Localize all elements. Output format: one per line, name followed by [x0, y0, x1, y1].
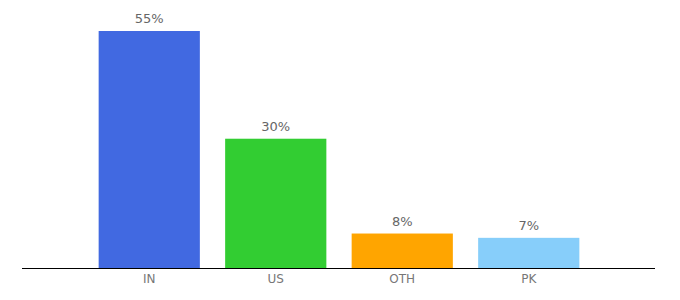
category-label: US [268, 272, 284, 286]
bars [99, 31, 580, 268]
bar [99, 31, 200, 268]
data-label: 7% [518, 218, 539, 233]
chart: 55% IN 30% US 8% OTH 7% PK [0, 0, 680, 300]
data-label: 8% [392, 214, 413, 229]
category-label: IN [143, 272, 156, 286]
category-label: PK [521, 272, 537, 286]
category-label: OTH [389, 272, 415, 286]
data-label: 55% [135, 11, 164, 26]
bar [352, 234, 453, 268]
data-label: 30% [261, 119, 290, 134]
bar [225, 139, 326, 268]
bar [478, 238, 579, 268]
baseline [22, 268, 655, 269]
